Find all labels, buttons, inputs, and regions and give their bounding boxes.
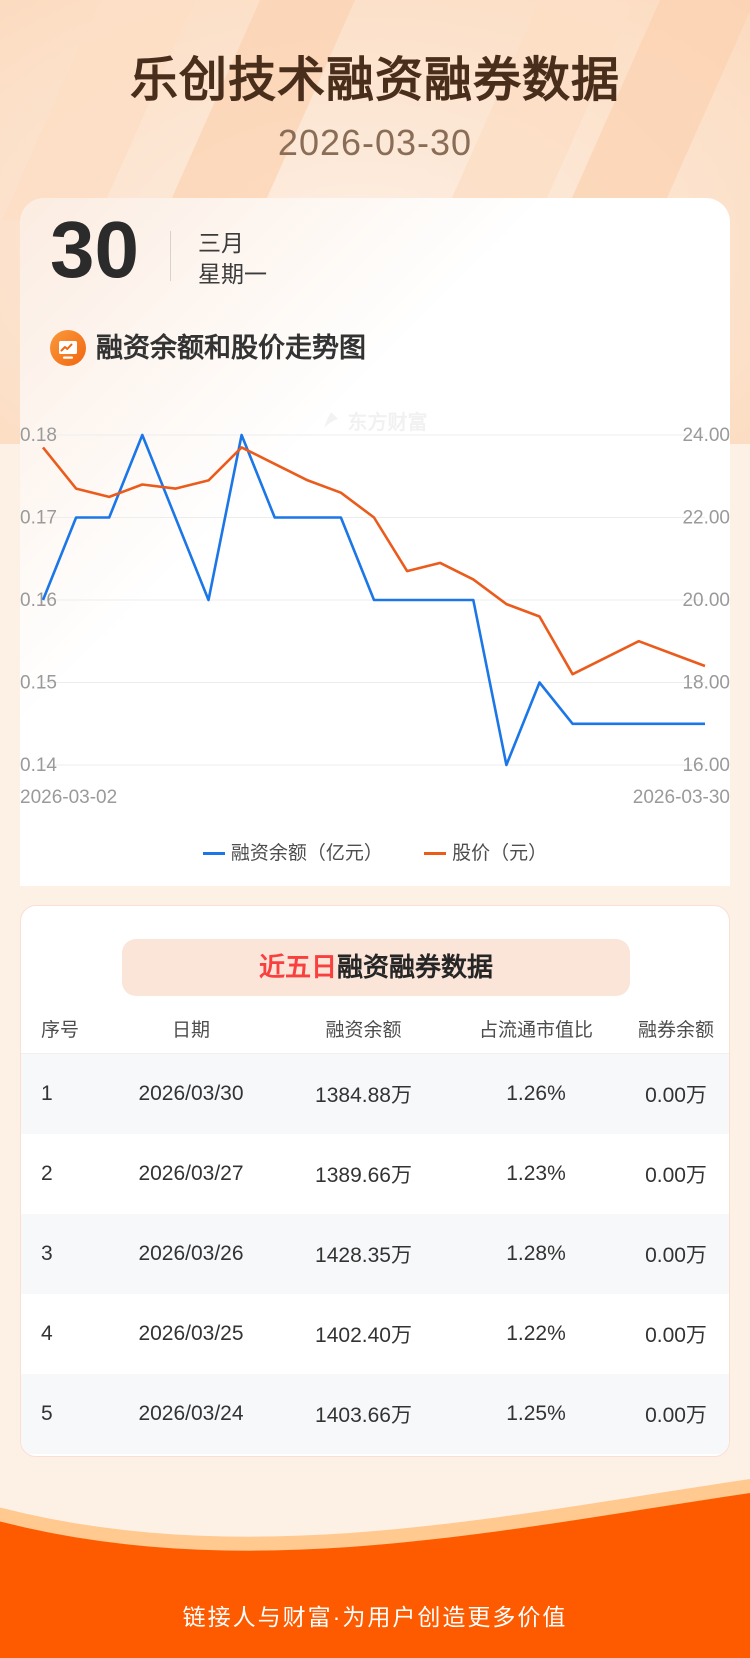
svg-text:22.00: 22.00 (682, 508, 730, 529)
svg-text:0.17: 0.17 (20, 508, 57, 529)
svg-text:0.16: 0.16 (20, 590, 57, 611)
svg-text:0.18: 0.18 (20, 425, 57, 446)
svg-text:2026-03-02: 2026-03-02 (20, 787, 117, 808)
svg-text:0.15: 0.15 (20, 673, 57, 694)
svg-text:20.00: 20.00 (682, 590, 730, 611)
svg-text:2026-03-30: 2026-03-30 (633, 787, 730, 808)
svg-text:18.00: 18.00 (682, 673, 730, 694)
svg-text:16.00: 16.00 (682, 755, 730, 776)
svg-text:24.00: 24.00 (682, 425, 730, 446)
svg-text:0.14: 0.14 (20, 755, 57, 776)
